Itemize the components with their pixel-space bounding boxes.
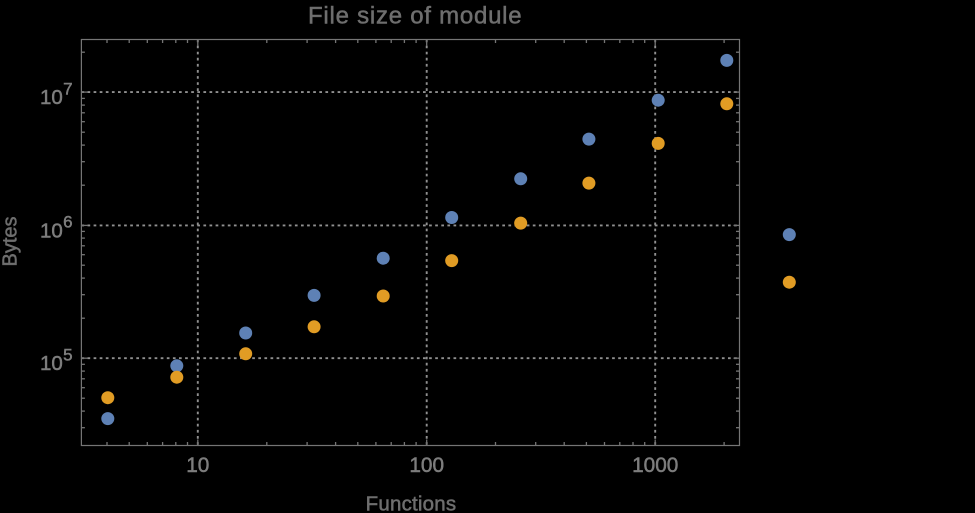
svg-text:10: 10: [40, 219, 63, 242]
svg-text:Functions: Functions: [366, 493, 457, 513]
svg-text:100: 100: [409, 454, 444, 477]
svg-text:7: 7: [63, 79, 72, 98]
svg-text:10: 10: [186, 454, 209, 477]
svg-text:6: 6: [63, 213, 72, 232]
svg-text:5: 5: [63, 345, 72, 364]
svg-text:10: 10: [40, 352, 63, 375]
svg-text:File size of module: File size of module: [308, 3, 522, 30]
svg-text:1000: 1000: [632, 454, 678, 477]
svg-text:10: 10: [40, 86, 63, 109]
svg-text:Bytes: Bytes: [0, 216, 22, 266]
